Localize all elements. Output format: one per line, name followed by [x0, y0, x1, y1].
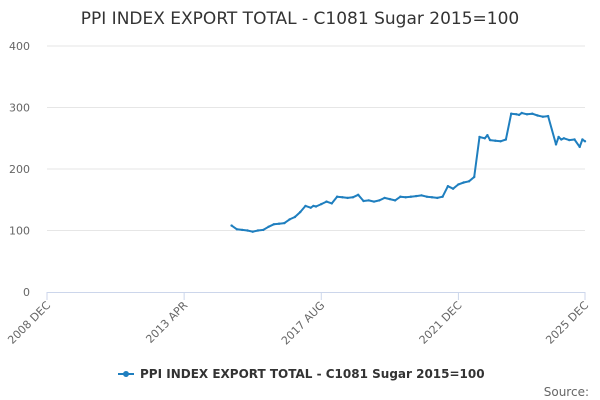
y-tick-label: 100	[9, 225, 30, 238]
data-point[interactable]	[525, 113, 529, 116]
data-point[interactable]	[346, 196, 349, 200]
data-point[interactable]	[517, 113, 521, 117]
data-point[interactable]	[425, 195, 428, 198]
data-point[interactable]	[341, 196, 344, 199]
data-point[interactable]	[560, 138, 563, 141]
data-point[interactable]	[531, 112, 534, 115]
data-point[interactable]	[409, 195, 413, 198]
data-point[interactable]	[388, 197, 391, 201]
data-point[interactable]	[581, 138, 584, 141]
y-tick-label: 200	[9, 163, 30, 176]
data-point[interactable]	[478, 135, 481, 139]
data-point[interactable]	[436, 196, 439, 200]
data-point[interactable]	[277, 222, 281, 225]
data-point[interactable]	[304, 204, 307, 208]
data-point[interactable]	[415, 194, 418, 198]
data-point[interactable]	[312, 204, 315, 208]
data-point[interactable]	[546, 114, 550, 118]
data-point[interactable]	[241, 228, 244, 232]
data-point[interactable]	[430, 196, 434, 199]
data-point[interactable]	[367, 199, 370, 202]
legend[interactable]: PPI INDEX EXPORT TOTAL - C1081 Sugar 201…	[118, 367, 485, 381]
chart-title: PPI INDEX EXPORT TOTAL - C1081 Sugar 201…	[81, 9, 519, 29]
data-point[interactable]	[320, 202, 323, 206]
y-tick-label: 400	[9, 40, 30, 53]
data-point[interactable]	[309, 206, 312, 209]
data-point[interactable]	[562, 137, 566, 140]
data-point[interactable]	[246, 229, 249, 232]
x-tick-label: 2025 DEC	[543, 299, 591, 347]
data-point[interactable]	[488, 138, 492, 142]
data-point[interactable]	[399, 195, 402, 198]
data-point[interactable]	[362, 199, 365, 203]
data-point[interactable]	[235, 228, 239, 231]
data-point[interactable]	[299, 210, 302, 214]
x-tick-label: 2008 DEC	[5, 299, 53, 347]
y-tick-label: 300	[9, 102, 30, 115]
data-point[interactable]	[325, 200, 328, 203]
data-point[interactable]	[283, 221, 286, 225]
data-point[interactable]	[510, 112, 513, 115]
data-point[interactable]	[351, 196, 355, 199]
x-tick-label: 2021 DEC	[417, 299, 465, 347]
data-point[interactable]	[314, 205, 318, 208]
data-point[interactable]	[420, 194, 423, 197]
data-point[interactable]	[554, 143, 558, 146]
data-point[interactable]	[383, 196, 386, 200]
data-point[interactable]	[515, 113, 518, 116]
data-point[interactable]	[378, 199, 381, 202]
data-point[interactable]	[451, 187, 455, 190]
data-point[interactable]	[256, 229, 260, 232]
data-point[interactable]	[536, 114, 539, 117]
grid	[47, 45, 585, 231]
data-point[interactable]	[541, 115, 544, 118]
data-point[interactable]	[557, 135, 560, 139]
data-point[interactable]	[462, 181, 465, 184]
data-point[interactable]	[262, 228, 265, 232]
x-tick-label: 2013 APR	[143, 299, 190, 346]
series-line[interactable]	[231, 112, 586, 233]
data-point[interactable]	[467, 180, 471, 183]
data-point[interactable]	[230, 224, 233, 227]
data-point[interactable]	[330, 202, 333, 205]
legend-label: PPI INDEX EXPORT TOTAL - C1081 Sugar 201…	[140, 367, 485, 381]
data-point[interactable]	[441, 195, 444, 198]
data-point[interactable]	[583, 140, 587, 143]
y-tick-label: 0	[23, 286, 30, 299]
data-point[interactable]	[335, 195, 339, 198]
x-axis: 2008 DEC 2013 APR 2017 AUG 2021 DEC 2025 DEC	[5, 292, 591, 347]
data-point[interactable]	[288, 218, 291, 221]
data-point[interactable]	[504, 138, 508, 141]
data-point[interactable]	[573, 138, 576, 141]
data-point[interactable]	[578, 145, 581, 149]
data-point[interactable]	[272, 223, 275, 226]
x-tick-label: 2017 AUG	[279, 299, 328, 348]
data-point[interactable]	[568, 138, 571, 142]
data-point[interactable]	[486, 134, 489, 137]
data-point[interactable]	[520, 111, 523, 115]
data-point[interactable]	[499, 140, 502, 143]
data-point[interactable]	[483, 137, 486, 140]
data-point[interactable]	[494, 139, 497, 142]
legend-marker-icon	[123, 371, 129, 377]
data-point[interactable]	[372, 200, 376, 203]
data-point[interactable]	[251, 230, 254, 233]
data-point[interactable]	[473, 175, 476, 179]
data-point[interactable]	[267, 225, 270, 228]
data-point[interactable]	[446, 185, 450, 188]
series-layer	[230, 111, 587, 233]
data-point[interactable]	[404, 196, 407, 199]
data-point[interactable]	[357, 193, 360, 196]
data-point[interactable]	[393, 199, 397, 202]
y-axis: 0 100 200 300 400	[9, 40, 30, 299]
data-point[interactable]	[293, 215, 297, 219]
source-label: Source:	[544, 385, 589, 399]
data-point[interactable]	[457, 183, 460, 186]
